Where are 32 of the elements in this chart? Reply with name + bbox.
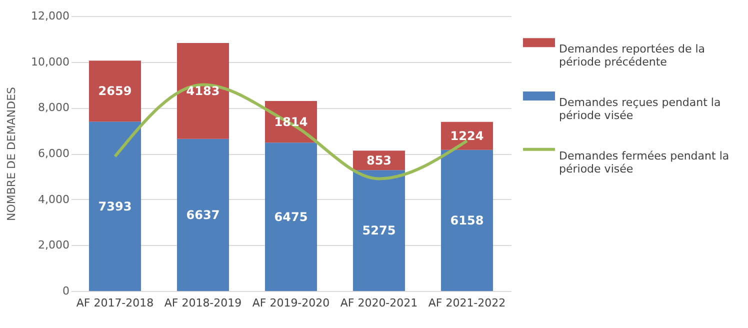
y-tick-label: 4,000 (38, 192, 70, 206)
x-tick-label: AF 2018-2019 (164, 296, 242, 310)
bar (177, 43, 229, 139)
y-axis-title: NOMBRE DE DEMANDES (5, 86, 18, 221)
bar (265, 142, 317, 291)
legend-label: Demandes reçues pendant la période visée (559, 96, 721, 122)
bar (89, 122, 141, 291)
data-label: 5275 (362, 224, 396, 238)
y-tick-label: 0 (62, 284, 70, 298)
x-tick-label: AF 2017-2018 (76, 296, 154, 310)
legend-label: Demandes fermées pendant la période visée (559, 149, 730, 176)
bar (89, 60, 141, 122)
data-label: 6158 (450, 213, 484, 228)
bar (353, 170, 405, 291)
data-label: 4183 (186, 84, 220, 98)
data-label: 7393 (98, 199, 132, 214)
x-tick-label: AF 2019-2020 (252, 296, 330, 310)
data-label: 6475 (274, 210, 308, 224)
x-tick-label: AF 2021-2022 (428, 296, 506, 310)
data-label: 1224 (450, 128, 484, 143)
y-tick-label: 12,000 (31, 10, 70, 22)
legend-label: Demandes reportées de la période précédente (559, 42, 706, 69)
x-tick-label: AF 2020-2021 (340, 296, 418, 310)
data-label: 6637 (186, 208, 220, 222)
bar (177, 138, 229, 291)
y-tick-label: 2,000 (38, 238, 70, 252)
bar (441, 150, 493, 291)
y-tick-label: 8,000 (38, 101, 70, 114)
y-tick-label: 10,000 (31, 55, 70, 68)
data-label: 2659 (98, 84, 132, 98)
y-tick-label: 6,000 (38, 147, 70, 160)
data-label: 853 (366, 153, 392, 168)
